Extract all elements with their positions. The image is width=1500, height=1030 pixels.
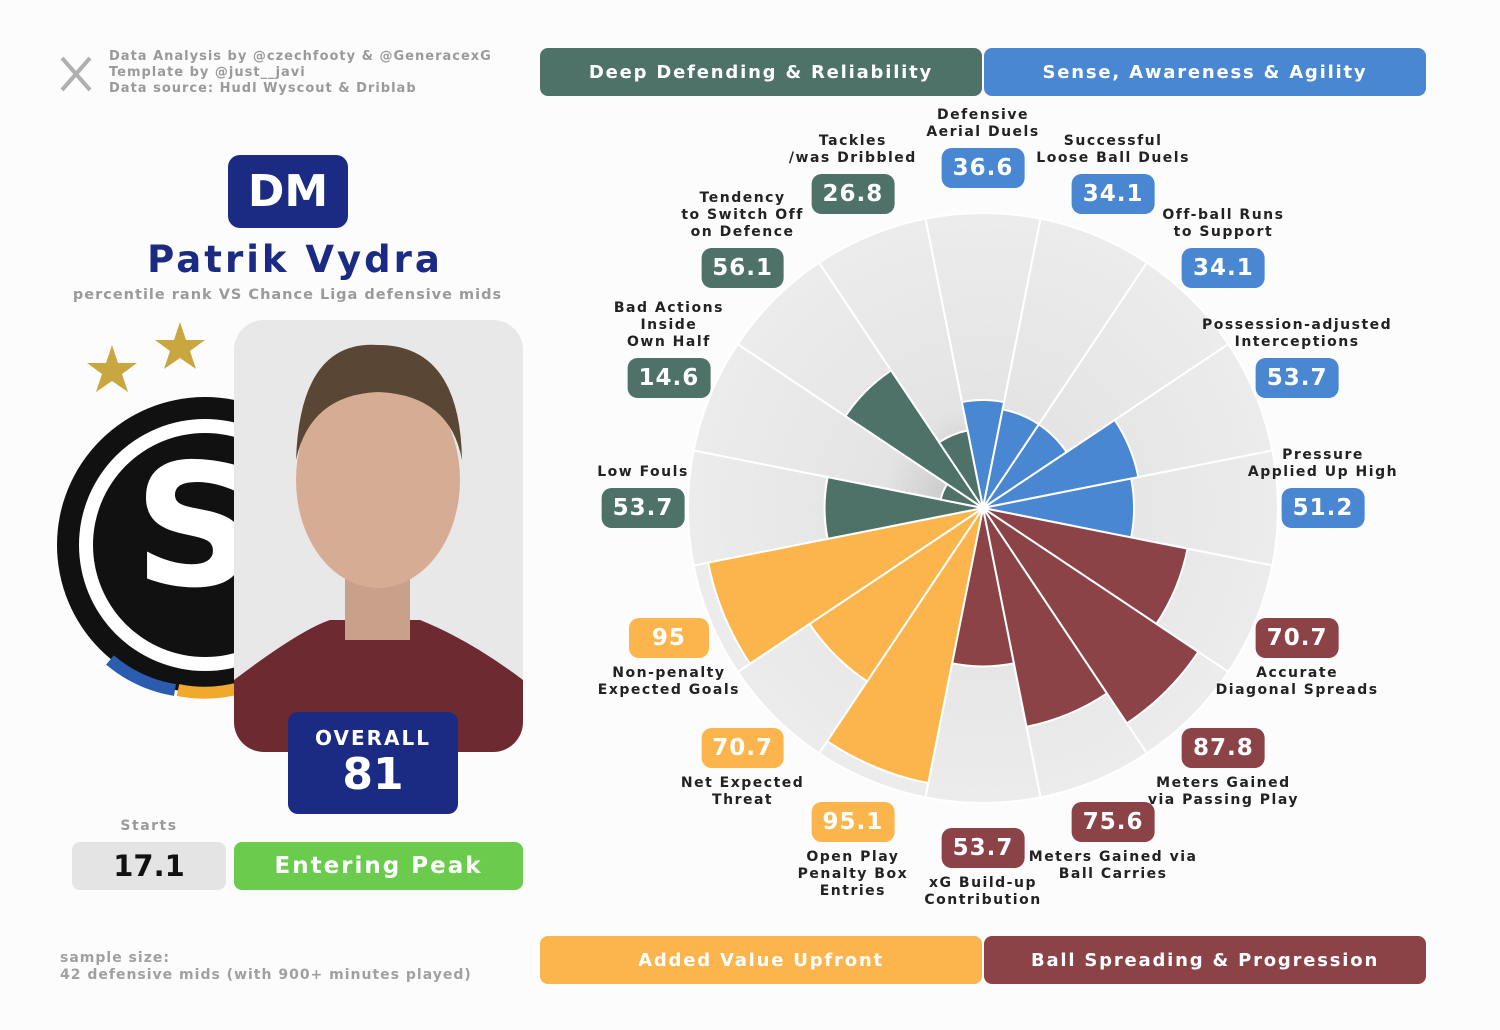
category-label: Net Expected Threat [680,775,805,809]
slice-bar [844,369,984,509]
legend-entry: Sense, Awareness & Agility [984,48,1426,96]
value-label: 14.6 [627,357,711,398]
value-label: 34.1 [1182,247,1265,288]
slice-bar [982,418,1140,509]
subtitle: percentile rank VS Chance Liga defensive… [72,287,503,303]
value-label: 53.7 [941,828,1025,868]
value-label: 56.1 [701,247,784,288]
slice-bar [823,475,984,541]
slice-bar [706,507,984,666]
starts-label: Starts [120,818,178,834]
slice-bar [960,399,1006,509]
value-label: 36.6 [941,148,1025,188]
legend-entry: Added Value Upfront [540,936,982,984]
category-label: Low Fouls [597,464,689,480]
career-stage: Entering Peak [234,842,523,890]
category-label: Successful Loose Ball Duels [1036,132,1190,166]
category-label: Off-ball Runs to Support [1162,206,1285,240]
overall-box: OVERALL 81 [288,712,458,814]
sample-note: 42 defensive mids (with 900+ minutes pla… [60,967,472,983]
category-label: Meters Gained via Ball Carries [1028,849,1198,883]
legend-entry: Deep Defending & Reliability [540,48,982,96]
category-label: Tendency to Switch Off on Defence [681,189,804,240]
category-label: Defensive Aerial Duels [926,107,1040,140]
category-label: Possession-adjusted Interceptions [1202,316,1393,350]
value-label: 87.8 [1182,728,1265,769]
value-label: 70.7 [701,728,784,769]
credit: Template by @just__javi [109,65,306,80]
value-label: 70.7 [1255,618,1339,659]
slice-bar [982,507,1200,725]
credit: Data source: Hudl Wyscout & Driblab [109,81,417,96]
value-label: 26.8 [811,173,895,214]
background-slice [817,217,984,509]
sample-note: sample size: [60,950,170,966]
value-label: 34.1 [1071,173,1155,214]
category-label: Meters Gained via Passing Play [1147,775,1299,809]
category-label: Pressure Applied Up High [1247,447,1399,480]
value-label: 51.2 [1281,488,1365,528]
player-photo [234,320,523,752]
slice-bar [982,507,1109,728]
background-slice [924,212,1042,509]
overall-label: OVERALL [315,726,431,750]
player-name: Patrik Vydra [147,238,443,281]
category-label: xG Build-up Contribution [924,875,1042,908]
background-slice [692,342,984,509]
slice-bar [825,507,984,785]
category-label: Bad Actions Inside Own Half [613,299,724,350]
category-label: Accurate Diagonal Spreads [1215,665,1379,699]
position-badge: DM [228,155,348,228]
value-label: 53.7 [1255,357,1339,398]
value-label: 95 [628,618,709,659]
value-label: 75.6 [1071,802,1155,843]
slice-bar [937,429,984,509]
category-label: Open Play Penalty Box Entries [797,849,909,900]
value-label: 53.7 [601,488,685,528]
credit: Data Analysis by @czechfooty & @Generace… [109,49,492,64]
overall-value: 81 [342,749,404,800]
legend-entry: Ball Spreading & Progression [984,936,1426,984]
value-label: 95.1 [811,802,895,843]
category-label: Tackles /was Dribbled [788,132,917,166]
starts-value: 17.1 [72,842,226,890]
category-label: Non-penalty Expected Goals [597,665,740,699]
x-logo [60,56,92,92]
